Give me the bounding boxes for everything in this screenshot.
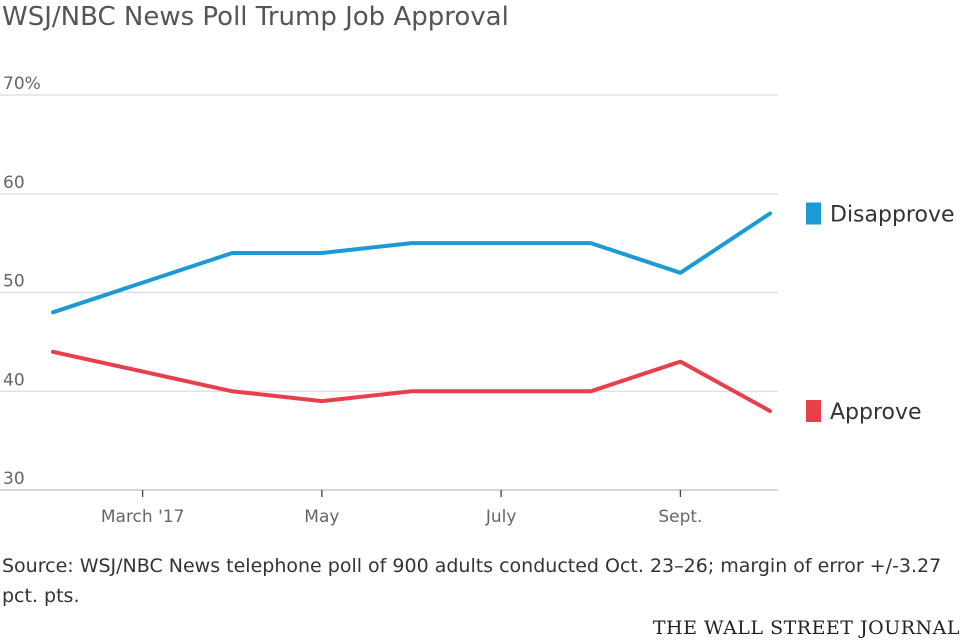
line-chart: 70% 60 50 40 30 March '17 May July Sept. Disapp… xyxy=(0,74,955,527)
x-axis: March '17 May July Sept. xyxy=(101,490,702,527)
approve-legend-swatch xyxy=(806,400,821,422)
gridlines: 70% 60 50 40 30 xyxy=(0,74,778,491)
approve-line xyxy=(51,349,772,413)
series-lines xyxy=(51,211,772,413)
x-tick-label: Sept. xyxy=(658,507,702,527)
x-tick-label: July xyxy=(485,507,517,527)
disapprove-legend-swatch xyxy=(806,202,821,225)
source-note: Source: WSJ/NBC News telephone poll of 9… xyxy=(2,555,942,607)
disapprove-line xyxy=(51,211,772,315)
publisher-logo: THE WALL STREET JOURNAL xyxy=(652,617,960,639)
x-tick-label: May xyxy=(304,507,339,527)
x-tick-label: March '17 xyxy=(101,507,185,527)
disapprove-legend-label: Disapprove xyxy=(830,203,955,228)
approve-legend-label: Approve xyxy=(830,400,922,425)
y-tick-label: 60 xyxy=(3,173,25,193)
y-tick-label: 40 xyxy=(3,370,25,390)
y-tick-label: 50 xyxy=(3,272,25,292)
legend: Disapprove Approve xyxy=(806,202,955,425)
chart-title: WSJ/NBC News Poll Trump Job Approval xyxy=(2,2,509,32)
y-tick-label: 70% xyxy=(3,74,41,94)
y-tick-label: 30 xyxy=(3,469,25,489)
